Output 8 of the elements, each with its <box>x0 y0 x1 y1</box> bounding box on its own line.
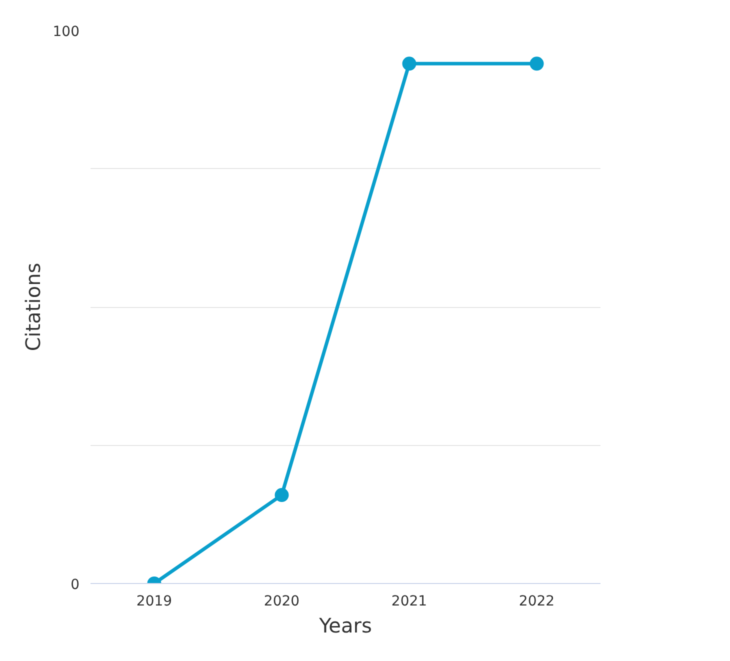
x-tick-label: 2022 <box>518 594 555 610</box>
y-tick-label: 0 <box>70 577 80 593</box>
y-tick-label: 100 <box>52 24 80 40</box>
y-axis-title: Citations <box>20 262 45 352</box>
x-tick-label: 2019 <box>136 594 172 610</box>
x-tick-label: 2020 <box>264 594 300 610</box>
x-axis-title: Years <box>318 614 372 638</box>
x-tick-label: 2021 <box>391 594 428 610</box>
